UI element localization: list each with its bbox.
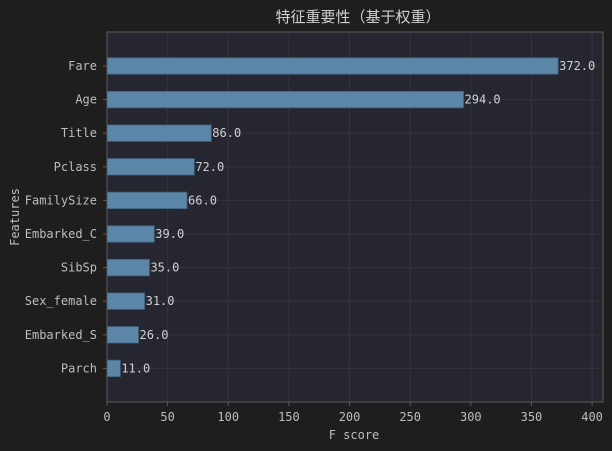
- x-axis-label: F score: [329, 428, 380, 442]
- data-label: 86.0: [212, 126, 241, 140]
- y-tick-label: SibSp: [61, 261, 97, 275]
- x-tick-label: 250: [399, 410, 421, 424]
- x-tick-label: 100: [217, 410, 239, 424]
- x-tick-label: 50: [160, 410, 174, 424]
- x-tick-label: 400: [581, 410, 603, 424]
- bar-embarked-c: [106, 225, 155, 243]
- x-tick-label: 300: [460, 410, 482, 424]
- data-label: 11.0: [121, 361, 150, 375]
- data-label: 66.0: [188, 193, 217, 207]
- data-label: 294.0: [465, 93, 501, 107]
- bar-pclass: [106, 158, 195, 176]
- y-tick-label: Fare: [68, 59, 97, 73]
- plot-frame: [106, 31, 604, 403]
- data-label: 72.0: [195, 160, 224, 174]
- bar-age: [106, 90, 464, 109]
- bar-familysize: [106, 191, 188, 210]
- bar-parch: [106, 359, 121, 378]
- bar-sex-female: [106, 292, 145, 310]
- data-label: 372.0: [559, 59, 595, 73]
- y-tick-label: Embarked_C: [25, 227, 97, 241]
- data-label: 26.0: [140, 328, 169, 342]
- y-tick-label: Title: [61, 126, 97, 140]
- y-tick-label: FamilySize: [25, 193, 97, 207]
- bar-sibsp: [106, 258, 150, 277]
- y-tick-label: Parch: [61, 361, 97, 375]
- data-label: 39.0: [155, 227, 184, 241]
- bar-embarked-s: [106, 326, 139, 344]
- plot-area: 372.0 294.0 86.0 72.0 66.0 39.0 35.0 31.0 26.0 11…: [25, 31, 604, 424]
- x-tick-label: 0: [103, 410, 110, 424]
- y-tick-label: Sex_female: [25, 294, 97, 308]
- x-tick-label: 200: [339, 410, 361, 424]
- x-tick-label: 150: [278, 410, 300, 424]
- data-label: 31.0: [146, 294, 175, 308]
- data-label: 35.0: [150, 261, 179, 275]
- y-tick-label: Embarked_S: [25, 328, 97, 342]
- plot-background: [107, 32, 603, 402]
- chart-title: 特征重要性（基于权重）: [275, 8, 440, 26]
- y-tick-label: Age: [75, 93, 97, 107]
- bar-title: [106, 124, 212, 142]
- bar-fare: [106, 57, 559, 75]
- x-tick-label: 350: [521, 410, 543, 424]
- y-axis-label: Features: [8, 188, 22, 246]
- y-tick-label: Pclass: [54, 160, 97, 174]
